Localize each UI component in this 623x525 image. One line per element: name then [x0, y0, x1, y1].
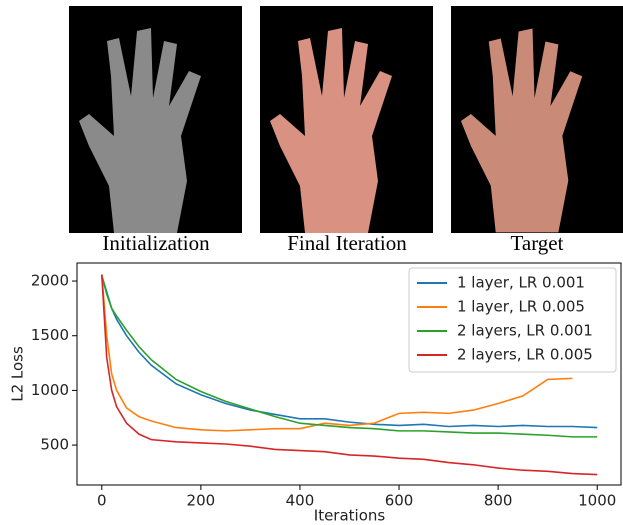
x-tick-label: 1000 — [578, 492, 616, 510]
x-tick-label: 400 — [286, 492, 315, 510]
page: Initialization Final Iteration Target 0 2… — [0, 0, 623, 525]
caption: Target — [511, 231, 564, 255]
figure: Initialization Final Iteration Target 0 2… — [0, 0, 623, 525]
panel-target: Target — [451, 6, 623, 255]
y-tick-label: 500 — [40, 436, 69, 454]
y-axis-label: L2 Loss — [9, 346, 27, 402]
x-axis-label: Iterations — [314, 507, 386, 525]
x-tick-label: 800 — [484, 492, 513, 510]
x-tick-label: 600 — [385, 492, 414, 510]
caption: Final Iteration — [287, 231, 407, 255]
panel-final: Final Iteration — [260, 6, 433, 255]
y-tick-label: 1500 — [31, 326, 69, 344]
x-tick-label: 0 — [97, 492, 107, 510]
chart: 0 200 400 600 800 1000 500 1000 1500 2000 Iteratio… — [9, 263, 622, 525]
x-tick-label: 200 — [187, 492, 216, 510]
legend-label: 2 layers, LR 0.005 — [457, 346, 593, 364]
legend-label: 1 layer, LR 0.005 — [457, 298, 585, 316]
y-tick-label: 2000 — [31, 272, 69, 290]
legend-label: 1 layer, LR 0.001 — [457, 274, 585, 292]
legend-label: 2 layers, LR 0.001 — [457, 322, 593, 340]
panel-initialization: Initialization — [69, 6, 242, 255]
caption: Initialization — [102, 231, 210, 255]
y-tick-label: 1000 — [31, 381, 69, 399]
